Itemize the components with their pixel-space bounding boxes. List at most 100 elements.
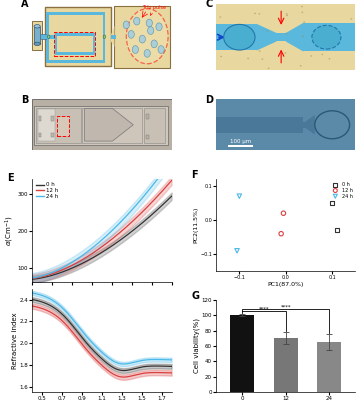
Circle shape: [254, 13, 256, 14]
Text: B: B: [21, 95, 29, 105]
Polygon shape: [84, 108, 133, 141]
Bar: [146, 134, 149, 139]
Text: E: E: [7, 173, 14, 183]
Circle shape: [280, 10, 282, 12]
Ellipse shape: [148, 27, 154, 34]
Bar: [276, 33, 286, 42]
Text: ****: ****: [259, 306, 269, 311]
Bar: [55, 34, 95, 36]
Circle shape: [285, 33, 287, 35]
Bar: [38, 109, 55, 141]
Bar: [38, 116, 41, 120]
Ellipse shape: [151, 40, 157, 48]
Bar: [216, 117, 303, 133]
Bar: [32, 21, 42, 50]
Bar: [55, 34, 57, 55]
Ellipse shape: [34, 42, 40, 46]
Bar: [146, 114, 149, 119]
Circle shape: [310, 55, 312, 57]
Legend: 0 h, 12 h, 24 h: 0 h, 12 h, 24 h: [330, 182, 353, 199]
Ellipse shape: [134, 17, 140, 25]
Ellipse shape: [132, 46, 139, 54]
Circle shape: [321, 54, 323, 55]
Bar: [230, 315, 254, 392]
Circle shape: [219, 16, 221, 18]
Circle shape: [259, 50, 261, 52]
Circle shape: [258, 13, 260, 14]
Circle shape: [303, 21, 305, 23]
0 h: [329, 200, 335, 206]
Bar: [34, 106, 168, 145]
Text: C: C: [205, 0, 212, 9]
Bar: [51, 116, 54, 120]
Polygon shape: [257, 24, 276, 50]
Circle shape: [284, 52, 286, 54]
Circle shape: [302, 12, 303, 13]
Bar: [45, 35, 49, 39]
Text: F: F: [191, 170, 198, 180]
Ellipse shape: [139, 35, 145, 43]
Circle shape: [266, 30, 268, 32]
12 h: [278, 230, 284, 237]
12 h: [281, 210, 286, 216]
Bar: [47, 35, 57, 39]
Polygon shape: [306, 115, 315, 134]
Bar: [216, 24, 257, 50]
Bar: [38, 133, 41, 137]
Circle shape: [247, 58, 249, 59]
Bar: [36, 108, 81, 143]
Bar: [111, 35, 115, 39]
0 h: [334, 227, 340, 234]
Bar: [93, 34, 95, 55]
Bar: [111, 35, 116, 39]
Ellipse shape: [126, 9, 168, 64]
Bar: [57, 116, 69, 136]
X-axis label: PC1(87.0%): PC1(87.0%): [267, 282, 304, 287]
Circle shape: [224, 24, 255, 50]
Circle shape: [267, 68, 270, 69]
Ellipse shape: [123, 21, 130, 29]
Bar: [57, 36, 93, 52]
Ellipse shape: [156, 23, 162, 31]
Circle shape: [301, 6, 303, 7]
Circle shape: [47, 35, 50, 38]
Ellipse shape: [34, 25, 40, 28]
Polygon shape: [111, 26, 115, 47]
Text: THz pulse: THz pulse: [142, 5, 166, 15]
Bar: [144, 108, 165, 143]
Bar: [45, 7, 111, 66]
Bar: [303, 23, 355, 52]
Text: G: G: [191, 291, 199, 301]
Bar: [55, 52, 95, 55]
Circle shape: [261, 58, 263, 60]
Polygon shape: [286, 23, 303, 52]
Circle shape: [350, 18, 352, 20]
Bar: [46, 37, 49, 63]
Bar: [274, 338, 298, 392]
Bar: [51, 133, 54, 137]
Bar: [228, 145, 253, 147]
Circle shape: [286, 15, 288, 16]
Bar: [54, 32, 95, 56]
Bar: [115, 6, 170, 68]
Text: ****: ****: [280, 305, 291, 310]
Ellipse shape: [158, 46, 164, 54]
Circle shape: [300, 65, 302, 66]
Bar: [103, 37, 106, 63]
Text: D: D: [205, 95, 213, 105]
Bar: [83, 108, 142, 143]
Bar: [41, 35, 52, 39]
Bar: [34, 27, 40, 44]
Bar: [46, 12, 106, 15]
Bar: [317, 342, 341, 392]
Y-axis label: $\alpha$(Cm$^{-1}$): $\alpha$(Cm$^{-1}$): [4, 216, 16, 246]
24 h: [234, 248, 240, 254]
24 h: [237, 193, 242, 199]
Polygon shape: [280, 117, 300, 133]
Circle shape: [312, 25, 341, 49]
Text: A: A: [21, 0, 29, 9]
Circle shape: [302, 36, 304, 37]
Y-axis label: Cell viability(%): Cell viability(%): [194, 318, 200, 374]
Ellipse shape: [144, 50, 150, 57]
Circle shape: [328, 58, 330, 60]
